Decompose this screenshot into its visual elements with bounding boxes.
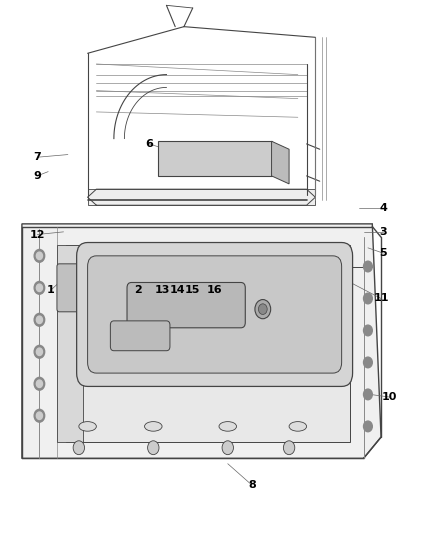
Circle shape bbox=[34, 377, 45, 390]
Circle shape bbox=[36, 380, 42, 387]
Circle shape bbox=[222, 441, 233, 455]
Circle shape bbox=[364, 325, 372, 336]
Circle shape bbox=[36, 348, 42, 356]
Text: 5: 5 bbox=[379, 248, 387, 258]
Circle shape bbox=[34, 409, 45, 422]
FancyBboxPatch shape bbox=[88, 256, 342, 373]
Circle shape bbox=[364, 421, 372, 432]
Polygon shape bbox=[22, 224, 381, 458]
Circle shape bbox=[364, 389, 372, 400]
Circle shape bbox=[34, 345, 45, 358]
Polygon shape bbox=[88, 189, 315, 205]
Circle shape bbox=[34, 281, 45, 294]
Text: 6: 6 bbox=[145, 139, 153, 149]
Polygon shape bbox=[57, 245, 83, 442]
Text: 14: 14 bbox=[170, 286, 185, 295]
FancyBboxPatch shape bbox=[110, 321, 170, 351]
Circle shape bbox=[36, 284, 42, 292]
Circle shape bbox=[283, 441, 295, 455]
Text: 9: 9 bbox=[33, 171, 41, 181]
Ellipse shape bbox=[145, 422, 162, 431]
Text: 13: 13 bbox=[154, 286, 170, 295]
Text: 7: 7 bbox=[33, 152, 41, 162]
Ellipse shape bbox=[79, 422, 96, 431]
Circle shape bbox=[364, 261, 372, 272]
Text: 15: 15 bbox=[185, 286, 201, 295]
Text: 1: 1 bbox=[46, 286, 54, 295]
Circle shape bbox=[34, 313, 45, 326]
FancyBboxPatch shape bbox=[57, 264, 83, 312]
FancyBboxPatch shape bbox=[77, 243, 353, 386]
Ellipse shape bbox=[289, 422, 307, 431]
Circle shape bbox=[36, 252, 42, 260]
Text: 12: 12 bbox=[29, 230, 45, 239]
Text: 10: 10 bbox=[382, 392, 398, 402]
Text: 3: 3 bbox=[379, 227, 387, 237]
FancyBboxPatch shape bbox=[127, 282, 245, 328]
Text: 11: 11 bbox=[373, 294, 389, 303]
Circle shape bbox=[258, 304, 267, 314]
Circle shape bbox=[36, 316, 42, 324]
Ellipse shape bbox=[219, 422, 237, 431]
Text: 8: 8 bbox=[248, 480, 256, 490]
Polygon shape bbox=[66, 245, 350, 442]
Circle shape bbox=[73, 441, 85, 455]
Text: 4: 4 bbox=[379, 203, 387, 213]
Polygon shape bbox=[88, 189, 315, 205]
Circle shape bbox=[148, 441, 159, 455]
Polygon shape bbox=[272, 141, 289, 184]
Circle shape bbox=[255, 300, 271, 319]
Circle shape bbox=[364, 293, 372, 304]
Text: 16: 16 bbox=[207, 286, 223, 295]
Circle shape bbox=[36, 412, 42, 419]
Circle shape bbox=[34, 249, 45, 262]
Polygon shape bbox=[158, 141, 272, 176]
Text: 2: 2 bbox=[134, 286, 142, 295]
Circle shape bbox=[364, 357, 372, 368]
